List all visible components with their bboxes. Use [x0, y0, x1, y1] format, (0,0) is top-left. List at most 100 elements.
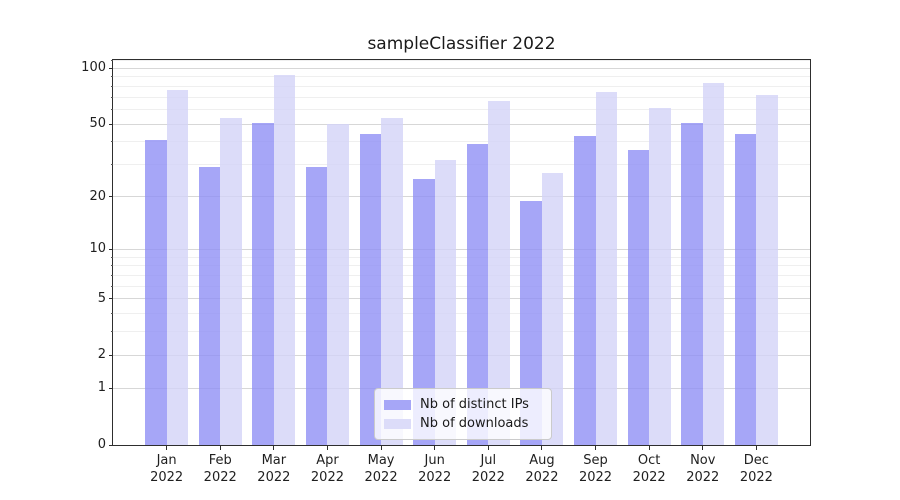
x-tick-mark: [541, 446, 543, 450]
gridline-minor: [113, 141, 810, 143]
x-tick-mark: [487, 446, 489, 450]
y-tick-mark: [109, 354, 113, 356]
bar-ips-feb: [198, 167, 221, 445]
x-tick-label: Oct 2022: [632, 453, 666, 485]
y-tick-label: 20: [89, 188, 106, 204]
gridline-minor: [113, 96, 810, 98]
gridline-minor: [113, 265, 810, 267]
y-minor-tick-mark: [111, 85, 113, 87]
legend-swatch-icon: [384, 418, 411, 429]
y-tick-label: 10: [89, 241, 106, 257]
y-tick-mark: [109, 387, 113, 389]
y-minor-tick-mark: [111, 141, 113, 143]
y-tick-label: 100: [81, 60, 106, 76]
y-minor-tick-mark: [111, 164, 113, 166]
y-tick-label: 5: [97, 290, 106, 306]
y-tick-label: 2: [97, 347, 106, 363]
gridline-minor: [113, 85, 810, 87]
x-tick-label: Apr 2022: [310, 453, 344, 485]
gridline-minor: [113, 60, 810, 62]
bar-downloads-jan: [166, 89, 189, 445]
x-tick-label: Feb 2022: [203, 453, 237, 485]
plot-area: Nb of distinct IPs Nb of downloads: [112, 59, 811, 446]
legend-label: Nb of downloads: [420, 416, 529, 431]
y-tick-mark: [109, 196, 113, 198]
gridline-minor: [113, 313, 810, 315]
legend-row: Nb of distinct IPs: [384, 395, 542, 414]
bar-ips-dec: [734, 134, 757, 445]
x-tick-mark: [434, 446, 436, 450]
gridline-major: [113, 248, 810, 250]
x-tick-mark: [380, 446, 382, 450]
x-tick-mark: [273, 446, 275, 450]
x-tick-label: Jan 2022: [150, 453, 184, 485]
y-minor-tick-mark: [111, 265, 113, 267]
x-tick-label: May 2022: [364, 453, 398, 485]
x-tick-label: Nov 2022: [686, 453, 720, 485]
bar-ips-oct: [627, 150, 650, 445]
gridline-minor: [113, 164, 810, 166]
y-minor-tick-mark: [111, 96, 113, 98]
x-tick-label: Mar 2022: [257, 453, 291, 485]
legend-swatch-icon: [384, 399, 411, 410]
bar-ips-apr: [306, 167, 328, 445]
chart-title: sampleClassifier 2022: [367, 34, 556, 54]
legend: Nb of distinct IPs Nb of downloads: [374, 388, 552, 440]
y-tick-mark: [109, 67, 113, 69]
bar-downloads-may: [381, 118, 403, 445]
bar-ips-aug: [520, 200, 542, 445]
y-tick-mark: [109, 123, 113, 125]
x-tick-mark: [702, 446, 704, 450]
bar-ips-jan: [145, 140, 167, 445]
y-tick-mark: [109, 298, 113, 300]
y-minor-tick-mark: [111, 60, 113, 62]
gridline-major: [113, 298, 810, 300]
bar-downloads-feb: [220, 118, 242, 445]
x-tick-mark: [595, 446, 597, 450]
bar-ips-nov: [681, 122, 703, 445]
x-tick-label: Jul 2022: [471, 453, 505, 485]
y-minor-tick-mark: [111, 331, 113, 333]
gridline-minor: [113, 76, 810, 78]
bar-downloads-jun: [434, 159, 457, 445]
legend-label: Nb of distinct IPs: [420, 397, 529, 412]
gridline-major: [113, 354, 810, 356]
bar-downloads-jul: [488, 100, 510, 445]
y-minor-tick-mark: [111, 256, 113, 258]
gridline-minor: [113, 274, 810, 276]
x-tick-label: Aug 2022: [525, 453, 559, 485]
bar-downloads-aug: [541, 173, 564, 445]
y-minor-tick-mark: [111, 285, 113, 287]
bar-ips-jun: [413, 179, 435, 445]
gridline-major: [113, 196, 810, 198]
bar-downloads-nov: [702, 82, 725, 445]
x-tick-mark: [648, 446, 650, 450]
y-minor-tick-mark: [111, 313, 113, 315]
gridline-minor: [113, 285, 810, 287]
bar-downloads-sep: [595, 91, 617, 445]
y-minor-tick-mark: [111, 109, 113, 111]
bar-ips-sep: [574, 136, 596, 445]
x-tick-mark: [219, 446, 221, 450]
gridline-major: [113, 67, 810, 69]
x-tick-label: Sep 2022: [578, 453, 613, 485]
legend-row: Nb of downloads: [384, 414, 542, 433]
y-tick-mark: [109, 444, 113, 446]
gridline-minor: [113, 109, 810, 111]
bar-ips-may: [359, 134, 382, 445]
gridline-major: [113, 123, 810, 125]
y-tick-label: 1: [97, 380, 106, 396]
y-tick-mark: [109, 248, 113, 250]
bar-downloads-oct: [649, 108, 671, 445]
bar-downloads-dec: [756, 94, 778, 445]
x-tick-label: Jun 2022: [418, 453, 452, 485]
x-tick-mark: [326, 446, 328, 450]
x-tick-label: Dec 2022: [739, 453, 773, 485]
bar-ips-mar: [252, 122, 274, 445]
x-tick-mark: [755, 446, 757, 450]
bar-ips-jul: [466, 144, 489, 445]
y-minor-tick-mark: [111, 274, 113, 276]
y-tick-label: 50: [89, 116, 106, 132]
bar-downloads-apr: [327, 124, 349, 445]
